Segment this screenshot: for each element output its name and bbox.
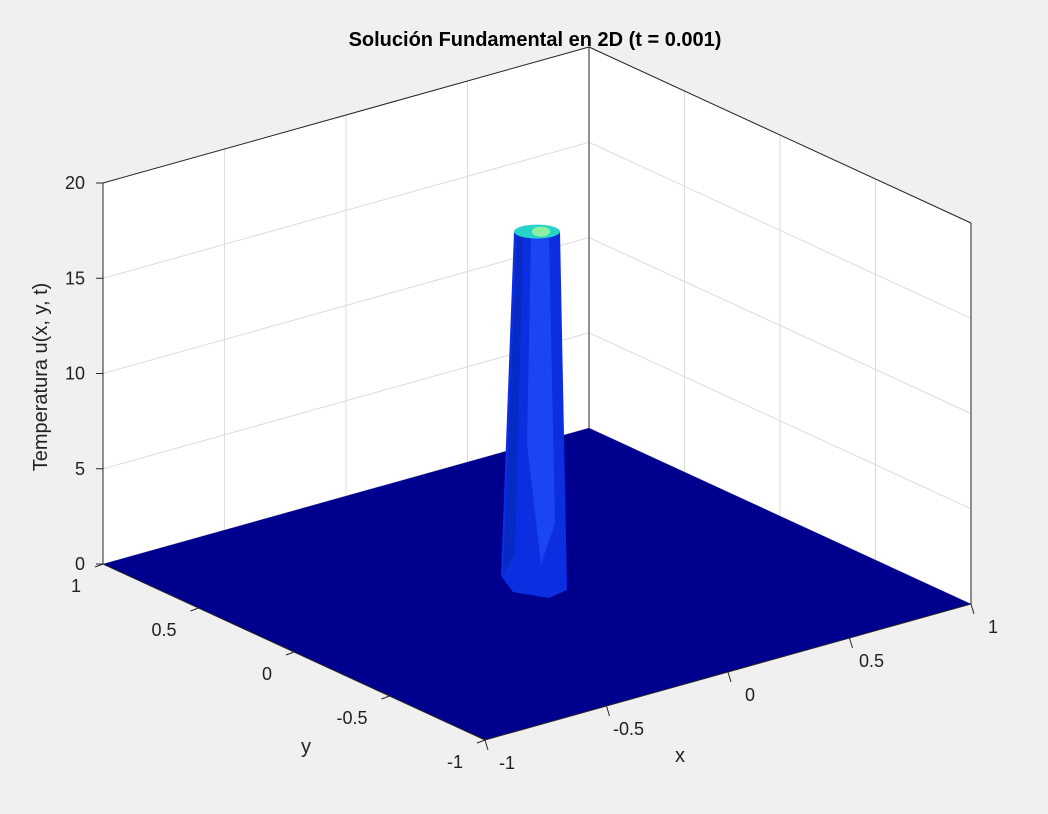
peak-top-highlight bbox=[532, 226, 550, 237]
x-tick-label: -1 bbox=[499, 753, 515, 773]
y-tick bbox=[190, 607, 199, 612]
y-tick-label: 0.5 bbox=[151, 620, 176, 640]
z-tick-label: 15 bbox=[65, 268, 85, 288]
z-axis-label: Temperatura u(x, y, t) bbox=[30, 283, 52, 472]
x-tick-label: -0.5 bbox=[613, 719, 644, 739]
y-tick-label: 1 bbox=[71, 576, 81, 596]
z-tick-label: 10 bbox=[65, 364, 85, 384]
x-tick bbox=[484, 739, 489, 751]
y-tick-label: -1 bbox=[447, 752, 463, 772]
peak-column-highlight bbox=[527, 233, 555, 564]
z-tick-label: 5 bbox=[75, 459, 85, 479]
x-tick bbox=[606, 705, 610, 717]
y-axis-label: y bbox=[301, 736, 311, 758]
y-tick-label: 0 bbox=[262, 664, 272, 684]
y-tick-label: -0.5 bbox=[336, 708, 367, 728]
y-tick bbox=[476, 739, 486, 744]
x-tick bbox=[970, 603, 975, 615]
z-tick-label: 20 bbox=[65, 173, 85, 193]
y-tick bbox=[381, 695, 390, 700]
x-tick-label: 0 bbox=[745, 685, 755, 705]
x-axis-label: x bbox=[675, 745, 685, 767]
x-tick-label: 1 bbox=[988, 617, 998, 637]
z-tick-label: 0 bbox=[75, 554, 85, 574]
chart-title: Solución Fundamental en 2D (t = 0.001) bbox=[349, 29, 722, 51]
y-tick bbox=[285, 651, 295, 656]
box-edge-top-right bbox=[588, 46, 972, 224]
box-edge-top-back bbox=[102, 46, 590, 184]
x-tick-label: 0.5 bbox=[859, 651, 884, 671]
x-tick bbox=[849, 637, 853, 649]
x-tick bbox=[727, 671, 732, 683]
peak-column-shade bbox=[503, 235, 523, 574]
